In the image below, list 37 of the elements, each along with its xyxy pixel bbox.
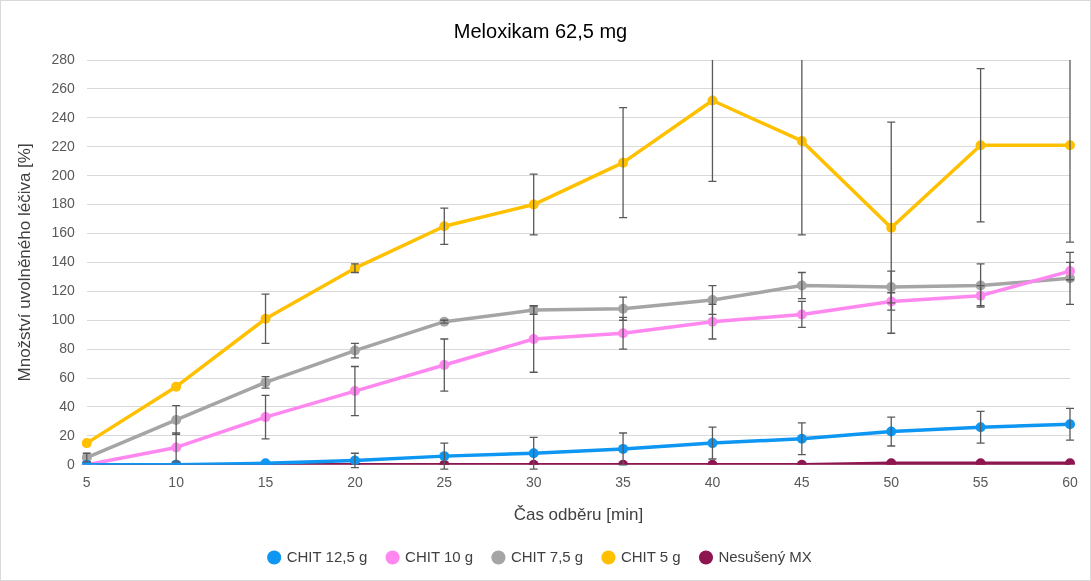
y-tick-label: 20 [59,426,75,443]
y-tick-label: 100 [51,311,75,328]
y-tick-label: 140 [51,253,75,270]
y-tick-label: 280 [51,50,75,67]
y-tick-label: 40 [59,397,75,414]
x-tick-label: 15 [257,474,274,491]
y-tick-label: 200 [51,166,75,183]
legend-label: CHIT 5 g [620,547,681,565]
legend-label: CHIT 7,5 g [510,547,584,565]
y-tick-label: 240 [51,108,75,125]
y-tick-label: 160 [51,224,75,241]
y-tick-label: 220 [51,137,75,154]
point [171,381,182,392]
x-tick-label: 20 [347,474,363,491]
x-axis-title: Čas odběru [min] [513,505,644,525]
y-tick-label: 0 [66,455,75,472]
x-tick-label: 60 [1062,474,1078,491]
x-tick-label: 25 [436,474,453,491]
x-tick-label: 30 [525,474,542,491]
x-tick-label: 5 [82,474,91,491]
chart-title: Meloxikam 62,5 mg [453,19,628,42]
x-tick-label: 40 [704,474,721,491]
y-tick-label: 120 [51,282,75,299]
x-tick-label: 10 [168,474,185,491]
y-tick-label: 260 [51,79,75,96]
x-tick-label: 45 [794,474,810,491]
point [81,438,92,449]
x-tick-label: 35 [615,474,632,491]
x-tick-label: 50 [883,474,900,491]
y-tick-label: 80 [59,340,75,356]
legend-label: Nesušený MX [718,547,812,565]
x-tick-label: 55 [972,474,989,491]
y-tick-label: 180 [51,195,75,212]
y-axis-title: Množství uvolněného léčiva [%] [14,143,34,382]
legend-label: CHIT 12,5 g [286,547,368,565]
legend-label: CHIT 10 g [405,547,474,565]
y-tick-label: 60 [59,368,75,385]
